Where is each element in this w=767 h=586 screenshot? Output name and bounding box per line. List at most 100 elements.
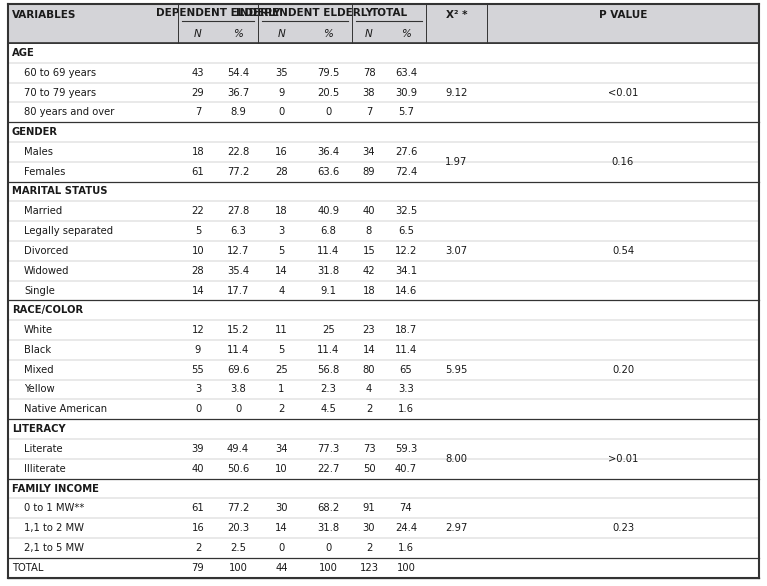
Text: 5: 5 [278,345,285,355]
Bar [8,142,759,162]
Text: 18: 18 [363,285,375,295]
Text: 2.97: 2.97 [446,523,468,533]
Text: 0.54: 0.54 [612,246,634,256]
Bar [8,459,759,479]
Text: 39: 39 [192,444,204,454]
Text: 34: 34 [275,444,288,454]
Text: 3.3: 3.3 [398,384,414,394]
Text: 30.9: 30.9 [395,87,417,97]
Text: 40: 40 [192,464,204,473]
Text: 8: 8 [366,226,372,236]
Text: 12.2: 12.2 [395,246,417,256]
Text: 2: 2 [278,404,285,414]
Text: RACE/COLOR: RACE/COLOR [12,305,83,315]
Text: 11.4: 11.4 [395,345,417,355]
Text: 79: 79 [192,563,204,573]
Text: 40.9: 40.9 [318,206,340,216]
Text: 2,1 to 5 MW: 2,1 to 5 MW [24,543,84,553]
Text: VARIABLES: VARIABLES [12,9,77,19]
Text: 6.5: 6.5 [398,226,414,236]
Text: 14: 14 [275,523,288,533]
Text: 79.5: 79.5 [318,68,340,78]
Text: 35.4: 35.4 [227,265,249,275]
Text: 8.00: 8.00 [446,454,468,464]
Text: 31.8: 31.8 [318,265,340,275]
Text: 89: 89 [363,166,375,177]
Text: Widowed: Widowed [24,265,70,275]
Bar [8,281,759,301]
Text: 36.4: 36.4 [318,147,340,157]
Text: 30: 30 [275,503,288,513]
Bar [8,63,759,83]
Text: Males: Males [24,147,53,157]
Text: 35: 35 [275,68,288,78]
Text: 60 to 69 years: 60 to 69 years [24,68,96,78]
Text: 4: 4 [278,285,285,295]
Text: 32.5: 32.5 [395,206,417,216]
Text: GENDER: GENDER [12,127,58,137]
Text: 2.3: 2.3 [321,384,337,394]
Text: 25: 25 [275,364,288,374]
Text: 25: 25 [322,325,335,335]
Bar [8,419,759,439]
Bar [8,25,759,43]
Text: 11: 11 [275,325,288,335]
Text: %: % [324,29,334,39]
Bar [8,320,759,340]
Text: 9.1: 9.1 [321,285,337,295]
Text: 0: 0 [325,543,331,553]
Text: 0.20: 0.20 [612,364,634,374]
Text: 6.8: 6.8 [321,226,337,236]
Text: 43: 43 [192,68,204,78]
Text: 63.6: 63.6 [318,166,340,177]
Text: 15.2: 15.2 [227,325,249,335]
Text: P VALUE: P VALUE [599,9,647,19]
Text: 9.12: 9.12 [446,87,468,97]
Text: 56.8: 56.8 [318,364,340,374]
Bar [8,241,759,261]
Text: 40.7: 40.7 [395,464,417,473]
Text: 78: 78 [363,68,375,78]
Text: 7: 7 [195,107,201,117]
Text: 70 to 79 years: 70 to 79 years [24,87,96,97]
Text: 10: 10 [192,246,204,256]
Text: 55: 55 [192,364,204,374]
Text: 0.23: 0.23 [612,523,634,533]
Text: <0.01: <0.01 [607,87,638,97]
Text: 1: 1 [278,384,285,394]
Text: Females: Females [24,166,65,177]
Text: 123: 123 [360,563,378,573]
Bar [8,301,759,320]
Bar [8,538,759,558]
Text: 29: 29 [192,87,204,97]
Text: 0 to 1 MW**: 0 to 1 MW** [24,503,84,513]
Text: 27.6: 27.6 [395,147,417,157]
Text: Married: Married [24,206,62,216]
Bar [8,439,759,459]
Text: White: White [24,325,53,335]
Text: 0: 0 [278,107,285,117]
Text: 2: 2 [366,404,372,414]
Text: 14: 14 [363,345,375,355]
Bar [8,558,759,578]
Text: Black: Black [24,345,51,355]
Text: 68.2: 68.2 [318,503,340,513]
Bar [8,518,759,538]
Text: 8.9: 8.9 [230,107,246,117]
Text: 0: 0 [325,107,331,117]
Text: Illiterate: Illiterate [24,464,66,473]
Bar [8,202,759,221]
Text: 20.3: 20.3 [227,523,249,533]
Text: 1.97: 1.97 [446,157,468,167]
Text: 0.16: 0.16 [612,157,634,167]
Text: 14: 14 [192,285,204,295]
Text: 16: 16 [192,523,204,533]
Text: 69.6: 69.6 [227,364,249,374]
Text: Legally separated: Legally separated [24,226,113,236]
Text: 9: 9 [195,345,201,355]
Text: 7: 7 [366,107,372,117]
Bar [8,400,759,419]
Text: Single: Single [24,285,55,295]
Text: LITERACY: LITERACY [12,424,66,434]
Text: 34: 34 [363,147,375,157]
